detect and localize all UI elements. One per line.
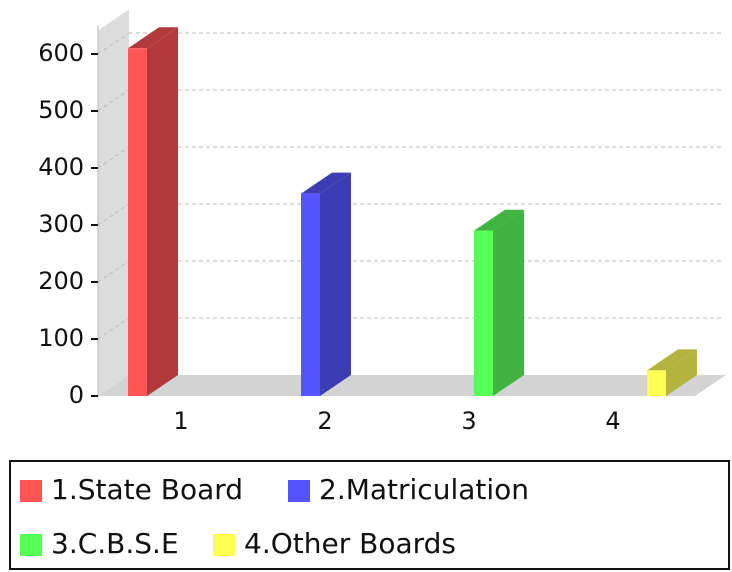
bar	[128, 48, 147, 397]
y-tick-label: 600	[38, 39, 84, 67]
grid-line	[97, 89, 130, 112]
grid-line	[97, 260, 130, 283]
bar-top	[647, 349, 697, 371]
grid-line	[97, 317, 130, 340]
legend-swatch	[213, 534, 235, 556]
bar-top	[128, 27, 178, 49]
bar-side	[320, 172, 351, 396]
legend-label: 1.State Board	[51, 473, 243, 506]
x-tick-label: 3	[461, 407, 476, 435]
bar-top	[474, 209, 524, 231]
bar	[647, 370, 666, 396]
bar-side	[666, 349, 697, 396]
y-tick-label: 500	[38, 96, 84, 124]
legend-swatch	[288, 480, 310, 502]
legend-swatch	[20, 480, 42, 502]
y-tick-label: 200	[38, 267, 84, 295]
bar	[474, 230, 493, 396]
grid-line	[97, 203, 130, 226]
x-tick-label: 4	[605, 407, 620, 435]
bar-side	[147, 27, 178, 397]
x-tick-label: 2	[317, 407, 332, 435]
y-tick-label: 0	[69, 381, 84, 409]
y-tick-label: 100	[38, 324, 84, 352]
y-tick-label: 400	[38, 153, 84, 181]
bar	[301, 193, 320, 396]
legend-label: 2.Matriculation	[319, 473, 529, 506]
legend-swatch	[20, 534, 42, 556]
grid-line	[97, 32, 130, 55]
floor	[98, 375, 726, 396]
legend-label: 4.Other Boards	[244, 527, 456, 560]
back-wall	[98, 9, 129, 396]
bar-side	[493, 209, 524, 396]
y-tick-label: 300	[38, 210, 84, 238]
grid-line	[97, 146, 130, 169]
legend-label: 3.C.B.S.E	[51, 527, 179, 560]
bar-top	[301, 172, 351, 194]
legend-box	[9, 460, 730, 570]
x-tick-label: 1	[173, 407, 188, 435]
